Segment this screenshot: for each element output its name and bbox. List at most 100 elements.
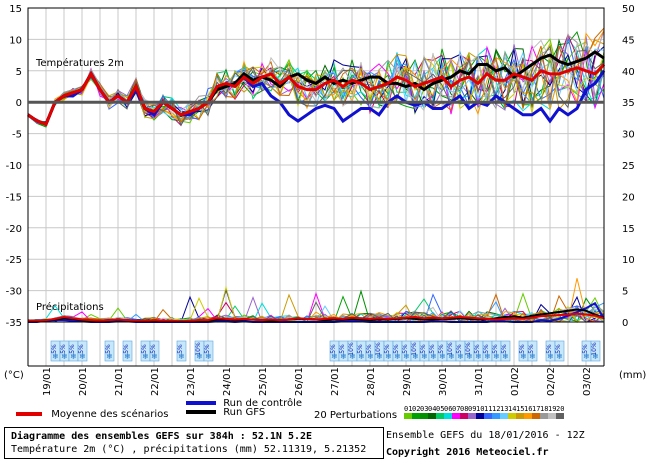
member-swatch <box>420 413 428 419</box>
snow-flag: 10%❄ <box>464 340 475 362</box>
snowflake-icon: ❄ <box>52 352 59 361</box>
snow-flag: 5%❄ <box>59 340 70 362</box>
snowflake-icon: ❄ <box>178 352 185 361</box>
snow-flag: 5%❄ <box>401 340 412 362</box>
right-tick-label: 0 <box>622 318 628 329</box>
snow-flag-box <box>590 340 601 362</box>
member-label: 19 <box>548 405 557 413</box>
member-label: 12 <box>492 405 501 413</box>
member-swatch <box>516 413 524 419</box>
member-11: 11 <box>484 405 492 419</box>
snow-flag-pct: 5% <box>420 344 427 354</box>
precipitation-section-label: Précipitations <box>36 301 104 313</box>
snow-flag: 5%❄ <box>581 340 592 362</box>
snow-flag-pct: 5% <box>177 344 184 354</box>
series-temp-line <box>27 63 606 127</box>
member-label: 16 <box>524 405 533 413</box>
snow-flag: 5%❄ <box>203 340 214 362</box>
chart-title: Diagramme des ensembles GEFS sur 384h : … <box>11 431 313 442</box>
legend-mean-swatch <box>16 412 42 416</box>
member-label: 15 <box>516 405 525 413</box>
snowflake-icon: ❄ <box>124 352 131 361</box>
snow-flag-pct: 5% <box>555 344 562 354</box>
member-20: 20 <box>556 405 564 419</box>
snow-flag-pct: 5% <box>438 344 445 354</box>
date-tick-label: 24/01 <box>222 367 233 396</box>
snow-flag-pct: 5% <box>582 344 589 354</box>
member-label: 09 <box>468 405 477 413</box>
left-tick-label: -25 <box>6 255 22 266</box>
legend-mean-label: Moyenne des scénarios <box>51 409 169 420</box>
right-tick-label: 20 <box>622 192 635 203</box>
member-13: 13 <box>500 405 508 419</box>
member-14: 14 <box>508 405 516 419</box>
snowflake-icon: ❄ <box>358 352 365 361</box>
snow-flag: 5%❄ <box>392 340 403 362</box>
member-label: 03 <box>420 405 429 413</box>
snow-flag-pct: 10% <box>195 342 202 356</box>
left-tick-label: 5 <box>16 67 22 78</box>
snow-flag: 5%❄ <box>77 340 88 362</box>
member-label: 10 <box>476 405 485 413</box>
member-swatch <box>444 413 452 419</box>
snowflake-icon: ❄ <box>493 352 500 361</box>
member-15: 15 <box>516 405 524 419</box>
snow-flag: 10%❄ <box>374 340 385 362</box>
snowflake-icon: ❄ <box>196 352 203 361</box>
snow-flag-box <box>77 340 88 362</box>
perturbation-temp-line <box>27 34 605 127</box>
date-tick-label: 23/01 <box>186 367 197 396</box>
left-tick-label: -15 <box>6 192 22 203</box>
snow-flag-pct: 10% <box>411 342 418 356</box>
member-swatch <box>532 413 540 419</box>
snow-flag: 5%❄ <box>428 340 439 362</box>
member-swatch <box>524 413 532 419</box>
snowflake-icon: ❄ <box>421 352 428 361</box>
snow-flag-pct: 5% <box>501 344 508 354</box>
snow-flag: 5%❄ <box>338 340 349 362</box>
snow-flag-box <box>122 340 133 362</box>
perturbation-temp-line <box>27 45 605 127</box>
member-label: 17 <box>532 405 541 413</box>
member-09: 09 <box>468 405 476 419</box>
member-03: 03 <box>420 405 428 419</box>
snowflake-icon: ❄ <box>475 352 482 361</box>
snow-flag-box <box>500 340 511 362</box>
snow-flag: 5%❄ <box>104 340 115 362</box>
member-swatch <box>460 413 468 419</box>
date-tick-label: 19/01 <box>42 367 53 396</box>
snowflake-icon: ❄ <box>331 352 338 361</box>
snow-flag-pct: 10% <box>591 342 598 356</box>
snow-flag: 5%❄ <box>554 340 565 362</box>
snow-flag: 10%❄ <box>446 340 457 362</box>
legend-control: Run de contrôle <box>186 398 302 409</box>
right-tick-label: 10 <box>622 255 635 266</box>
member-04: 04 <box>428 405 436 419</box>
left-tick-label: -30 <box>6 287 22 298</box>
legend-mean: Moyenne des scénarios <box>16 409 168 420</box>
legend-gfs-label: Run GFS <box>223 407 266 418</box>
right-tick-label: 15 <box>622 224 635 235</box>
member-label: 06 <box>444 405 453 413</box>
snow-flag: 5%❄ <box>473 340 484 362</box>
snowflake-icon: ❄ <box>349 352 356 361</box>
snow-flag-pct: 5% <box>105 344 112 354</box>
ensemble-chart: 5%❄5%❄5%❄5%❄5%❄5%❄5%❄5%❄5%❄10%❄5%❄5%❄5%❄… <box>4 4 646 396</box>
snowflake-icon: ❄ <box>466 352 473 361</box>
member-swatch <box>404 413 412 419</box>
snow-flag: 5%❄ <box>455 340 466 362</box>
member-swatch <box>540 413 548 419</box>
snowflake-icon: ❄ <box>340 352 347 361</box>
run-info-label: Ensemble GEFS du 18/01/2016 - 12Z <box>386 430 585 441</box>
snow-flag-pct: 5% <box>483 344 490 354</box>
date-tick-label: 25/01 <box>258 367 269 396</box>
snow-flag: 5%❄ <box>365 340 376 362</box>
snow-flag: 5%❄ <box>482 340 493 362</box>
date-tick-label: 31/01 <box>474 367 485 396</box>
date-tick-label: 01/02 <box>510 367 521 396</box>
snow-flag: 5%❄ <box>122 340 133 362</box>
member-label: 14 <box>508 405 517 413</box>
left-tick-label: -5 <box>12 130 22 141</box>
left-tick-label: 0 <box>16 98 22 109</box>
member-swatch <box>556 413 564 419</box>
